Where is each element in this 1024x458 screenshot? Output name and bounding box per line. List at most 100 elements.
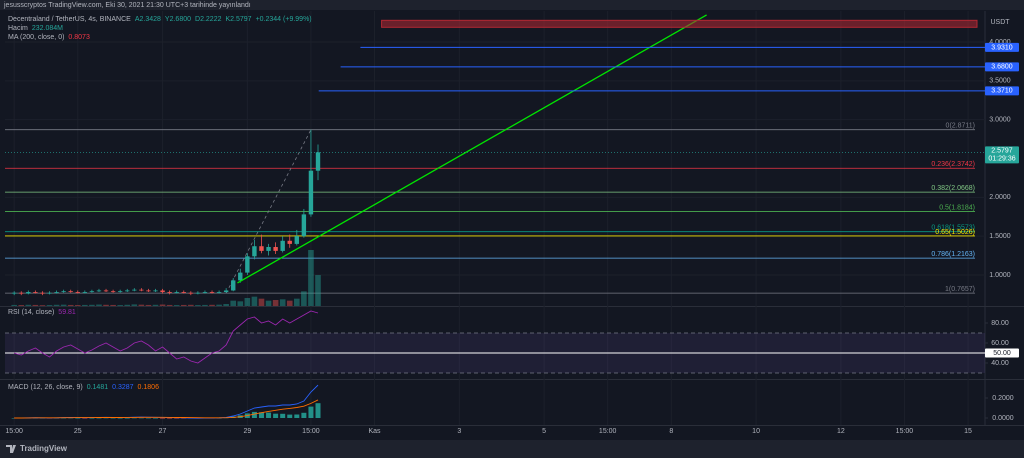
macd-tick-label: 0.0000 [992, 415, 1014, 422]
volume-bar [138, 304, 145, 306]
x-tick-label: 29 [243, 428, 251, 435]
signal-line [14, 399, 319, 419]
legend-main: Decentraland / TetherUS, 4s, BINANCE A2.… [8, 16, 312, 23]
candle-body [209, 292, 215, 293]
price-badge-label: 3.9310 [991, 44, 1013, 51]
countdown: 01:29:36 [988, 156, 1015, 163]
x-tick-label: Kas [369, 428, 382, 435]
volume-label: Hacim [8, 25, 28, 32]
fib-label: 0.382(2.0668) [931, 185, 975, 192]
volume-bar [258, 298, 265, 306]
candle-body [167, 292, 172, 293]
macd-hist [138, 417, 144, 419]
x-tick-label: 12 [837, 428, 845, 435]
candle-body [266, 247, 271, 251]
macd-hist [110, 417, 116, 419]
macd-hist [174, 418, 180, 419]
x-tick-label: 15:00 [896, 428, 914, 435]
last-price-badge [985, 146, 1019, 164]
volume-bar [265, 300, 272, 306]
macd-hist [280, 413, 286, 418]
candle-body [68, 291, 73, 293]
volume-bar [223, 304, 229, 306]
fib-label: 0(2.8711) [946, 123, 975, 130]
volume-bar [166, 304, 173, 306]
volume-value: 232.084M [31, 25, 63, 32]
x-tick-label: 5 [542, 428, 546, 435]
legend-volume: Hacim 232.084M [8, 25, 63, 32]
fib-label: 0.786(1.2163) [931, 251, 975, 258]
y-tick-label: 2.0000 [989, 194, 1011, 201]
candle-body [139, 289, 144, 291]
volume-bar [32, 304, 39, 306]
candle-body [294, 236, 300, 244]
candle-body [195, 292, 201, 294]
candle-body [117, 291, 123, 293]
candle-body [223, 290, 229, 293]
published-note: jesusscryptos TradingView.com, Eki 30, 2… [3, 2, 251, 9]
volume-bar [96, 304, 102, 306]
volume-bar [188, 304, 194, 306]
macd-value: 0.3287 [112, 384, 134, 391]
candle-body [61, 291, 66, 293]
candle-body [231, 280, 236, 291]
rsi-mid-label: 50.00 [993, 350, 1011, 357]
volume-bar [159, 304, 166, 306]
ma-label: MA (200, close, 0) [8, 34, 65, 41]
rsi-tick-label: 80.00 [991, 320, 1009, 327]
macd-tick-label: 0.2000 [992, 395, 1014, 402]
volume-bar [195, 305, 201, 306]
macd-hist [96, 417, 102, 419]
legend-ma: MA (200, close, 0) 0.8073 [8, 34, 90, 41]
ohlc: K2.5797 [225, 16, 252, 23]
macd-hist [117, 418, 123, 419]
macd-hist [266, 412, 272, 418]
candle-body [280, 240, 285, 251]
y-tick-label: 3.0000 [989, 117, 1011, 124]
ohlc: D2.2222 [195, 16, 222, 23]
x-tick-label: 25 [74, 428, 82, 435]
volume-bar [67, 304, 74, 306]
candle-body [11, 292, 17, 294]
candle-body [75, 292, 80, 293]
macd-hist [11, 418, 17, 419]
volume-bar [60, 304, 67, 306]
grid [5, 11, 985, 425]
volume-bar [11, 304, 17, 306]
candle-body [33, 292, 38, 293]
x-tick-label: 15 [964, 428, 972, 435]
currency: USDT [990, 19, 1010, 26]
change: +0.2344 (+9.99%) [255, 16, 312, 23]
candle-body [96, 290, 102, 292]
macd-hist [315, 403, 321, 418]
candle-body [216, 292, 222, 293]
candle-body [181, 292, 186, 293]
candle-body [40, 292, 45, 294]
volume-bar [117, 305, 123, 306]
trendline [237, 14, 707, 284]
fib-anchor [225, 129, 312, 294]
y-tick-label: 4.0000 [989, 39, 1011, 46]
volume-bar [294, 298, 300, 306]
price-badge-label: 3.6800 [991, 64, 1013, 71]
volume-bar [39, 305, 46, 306]
candle-body [259, 246, 264, 251]
candle-body [174, 292, 179, 293]
volume-bar [209, 304, 215, 306]
candle-body [26, 292, 31, 294]
ohlc: Y2.6800 [164, 16, 192, 23]
legend-macd: MACD (12, 26, close, 9) 0.1481 0.3287 0.… [8, 384, 159, 391]
fib-label: 0.5(1.8184) [939, 204, 975, 211]
candle-body [125, 290, 130, 292]
macd-hist [160, 418, 166, 419]
logo-icon [6, 445, 16, 453]
volume-bar [82, 304, 88, 306]
rsi-tick-label: 40.00 [991, 360, 1009, 367]
macd-hist [82, 418, 88, 419]
fib-label: 0.65(1.5026) [935, 229, 975, 236]
fib-label: 0.618(1.5573) [931, 225, 975, 232]
macd-hist [287, 414, 293, 418]
volume-bar [230, 300, 237, 306]
y-tick-label: 3.5000 [989, 78, 1011, 85]
